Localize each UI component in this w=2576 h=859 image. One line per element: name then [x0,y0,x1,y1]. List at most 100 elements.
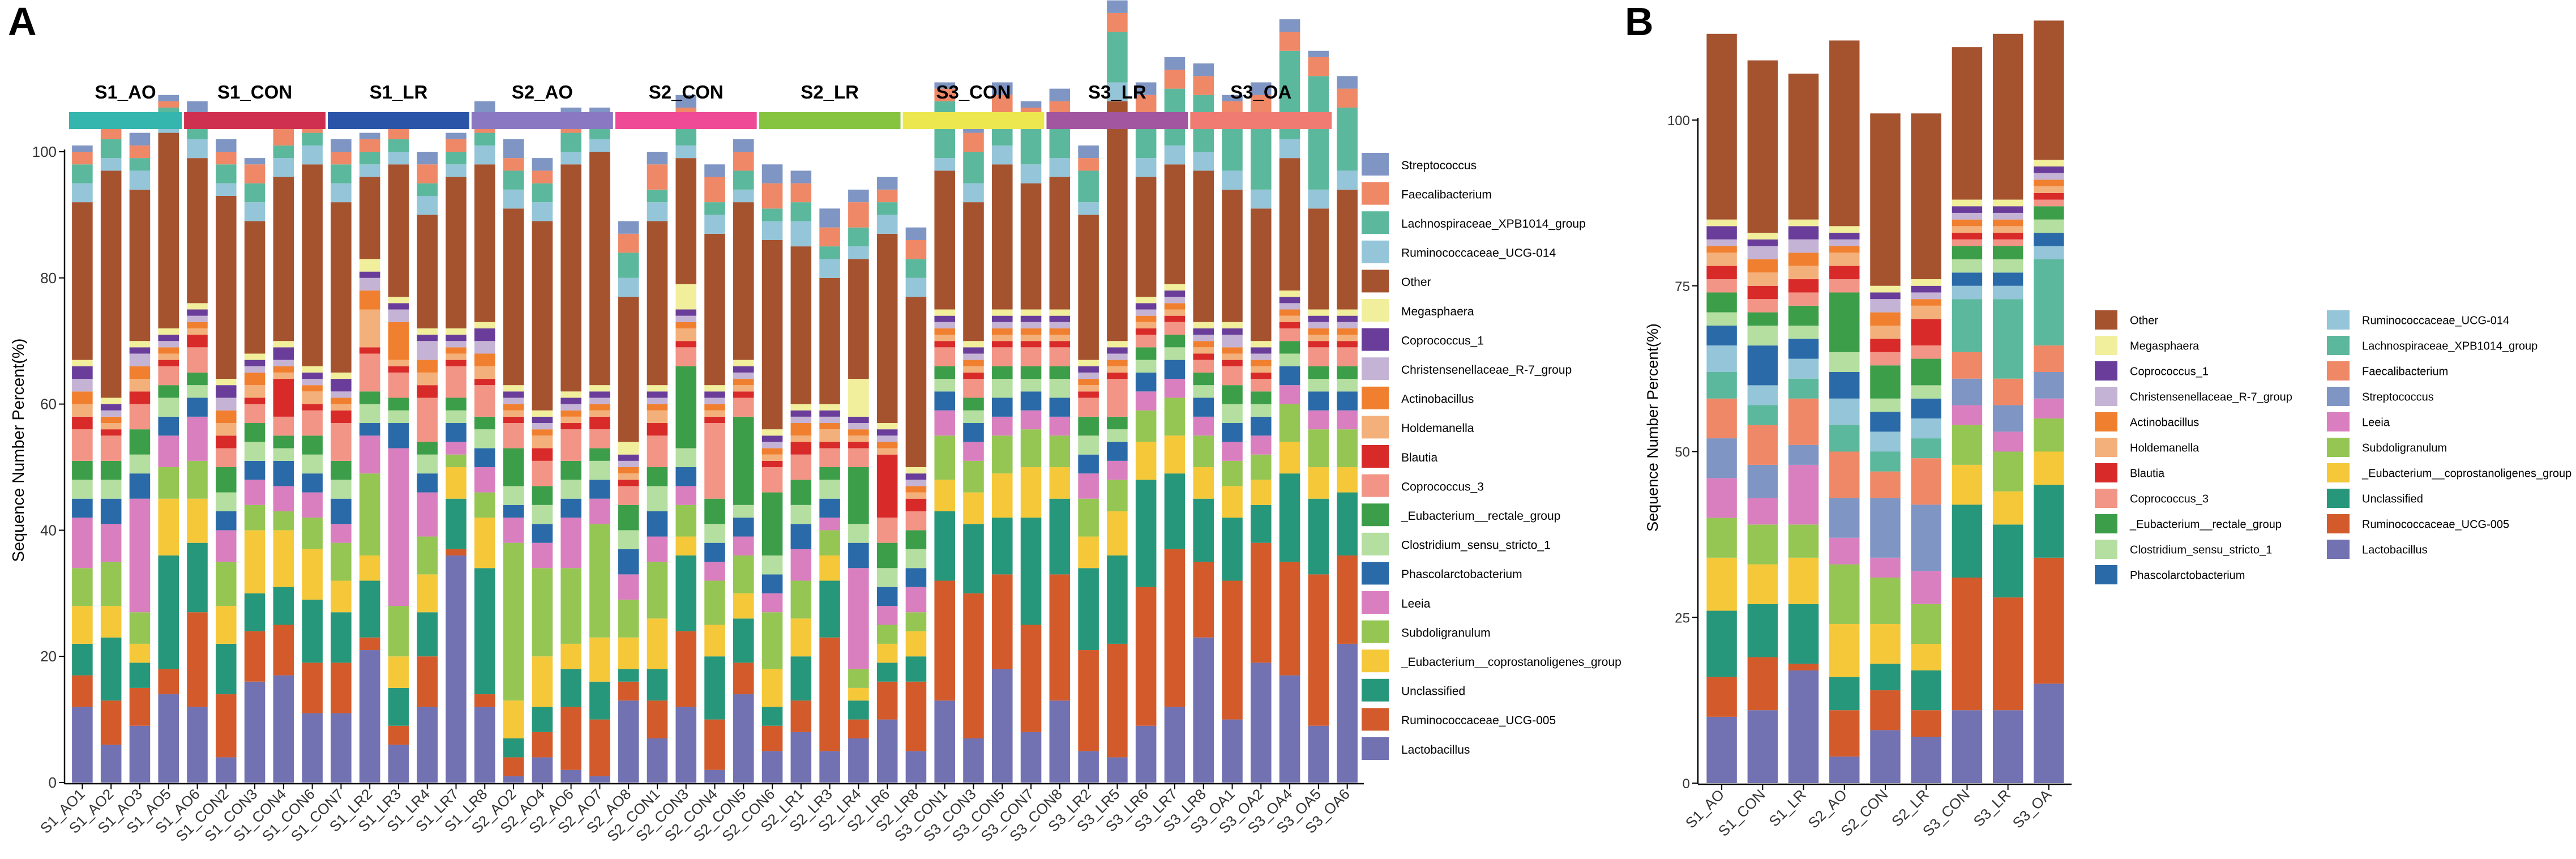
bar-segment-other [244,221,266,354]
bar-segment-eubacterium-rectale-group [244,423,266,442]
legend-label: Lactobacillus [1401,743,1470,757]
bar-segment-phascolarctobacterium [1020,391,1042,411]
bar-segment-clostridium-sensu-stricto-1 [1020,379,1042,392]
bar-segment-megasphaera [1788,219,1819,226]
bar-segment-megasphaera [474,322,495,328]
bar-segment-christensenellaceae-r-7-group [934,322,956,328]
bar-segment-coprococcus-3 [100,435,122,461]
bar-segment-blautia [905,498,927,511]
bar-segment-blautia [417,385,438,398]
bar-segment-leeia [733,536,754,555]
legend-swatch-clostridium-sensu-stricto-1 [1362,532,1389,555]
bar-segment-holdemanella [1193,347,1214,354]
bar-segment-eubacterium-coprostanoligenes-group [388,656,409,688]
bar-segment-megasphaera [187,303,208,310]
legend-label: Leeia [2362,416,2390,429]
bar-segment-eubacterium-coprostanoligenes-group [1952,464,1983,505]
bar-segment-coprococcus-1 [2034,166,2064,173]
bar-segment-eubacterium-rectale-group [1870,365,1901,399]
bar-segment-holdemanella [876,448,898,455]
bar-segment-streptococcus [359,133,380,139]
bar-segment-leeia [331,524,352,543]
bar-segment-eubacterium-coprostanoligenes-group [503,700,524,739]
bar-segment-leeia [589,498,610,524]
bar-segment-eubacterium-rectale-group [302,435,323,455]
legend-label: Coprococcus_3 [2130,493,2209,505]
bar-segment-unclassified [1308,498,1329,575]
bar-segment-faecalibacterium [244,164,266,183]
bar-segment-subdoligranulum [618,599,639,638]
bar-segment-blautia [2034,193,2064,200]
bar-segment-actinobacillus [244,372,266,386]
bar-segment-other [819,277,840,404]
bar-segment-eubacterium-rectale-group [1250,391,1272,404]
bar-segment-actinobacillus [675,322,697,328]
bar-segment-leeia [2034,398,2064,418]
bar-segment-subdoligranulum [331,542,352,581]
bar-segment-streptococcus [1911,505,1941,571]
legend-label: Other [2130,314,2158,327]
bar-segment-ruminococcaceae-ucg-014 [129,170,151,190]
group-color-band [471,112,613,129]
bar-segment-megasphaera [848,379,869,417]
bar-segment-lachnospiraceae-xpb1014-group [675,126,697,146]
bar-segment-eubacterium-coprostanoligenes-group [1279,442,1300,474]
bar-segment-other [532,221,553,411]
bar-segment-phascolarctobacterium [819,498,840,518]
bar-segment-coprococcus-3 [1107,379,1128,417]
bar-segment-coprococcus-3 [215,448,237,467]
bar-segment-phascolarctobacterium [1135,372,1157,392]
legend-label: Lachnospiraceae_XPB1014_group [2362,340,2538,352]
bar-segment-phascolarctobacterium [1107,442,1128,461]
bar-segment-blautia [1135,328,1157,335]
bar-segment-clostridium-sensu-stricto-1 [72,480,93,499]
bar-segment-coprococcus-3 [72,429,93,461]
bar-segment-leeia [1279,385,1300,404]
bar-segment-coprococcus-3 [1308,347,1329,366]
bar-segment-ruminococcaceae-ucg-005 [876,681,898,720]
bar-segment-coprococcus-3 [2034,199,2064,207]
bar-segment-leeia [905,587,927,613]
bar-segment-lactobacillus [1193,637,1214,783]
bar-segment-subdoligranulum [532,568,553,657]
bar-segment-clostridium-sensu-stricto-1 [532,505,553,524]
bar-segment-phascolarctobacterium [72,498,93,518]
bar-segment-coprococcus-1 [819,410,840,417]
bar-segment-clostridium-sensu-stricto-1 [273,448,294,461]
bar-segment-coprococcus-1 [704,391,725,398]
bar-segment-ruminococcaceae-ucg-014 [733,189,754,203]
bar-segment-holdemanella [560,416,581,424]
legend-label: Megasphaera [1401,305,1474,318]
bar-segment-lactobacillus [761,751,783,783]
bar-segment-phascolarctobacterium [1193,398,1214,417]
bar-segment-blautia [1107,372,1128,379]
bar-segment-streptococcus [704,164,725,177]
bar-segment-leeia [934,410,956,436]
bar-segment-coprococcus-1 [1911,285,1941,293]
legend-label: _Eubacterium__coprostanoligenes_group [1401,656,1621,669]
bar-segment-christensenellaceae-r-7-group [819,416,840,424]
bar-segment-subdoligranulum [675,505,697,537]
bar-segment-other [1193,170,1214,322]
legend-swatch-eubacterium-coprostanoligenes-group [2327,463,2350,482]
bar-segment-subdoligranulum [2034,418,2064,452]
bar-segment-christensenellaceae-r-7-group [446,341,467,348]
bar-segment-unclassified [273,587,294,625]
bar-segment-clostridium-sensu-stricto-1 [215,492,237,511]
bar-segment-phascolarctobacterium [1337,391,1358,411]
bar-segment-holdemanella [446,353,467,360]
bar-segment-lactobacillus [647,738,668,783]
bar-segment-streptococcus [417,152,438,165]
bar-segment-phascolarctobacterium [187,398,208,417]
bar-segment-holdemanella [819,429,840,442]
legend-swatch-megasphaera [1362,299,1389,322]
bar-segment-eubacterium-coprostanoligenes-group [1992,491,2023,525]
bar-segment-eubacterium-rectale-group [1788,305,1819,326]
bar-segment-blautia [1308,341,1329,348]
bar-segment-ruminococcaceae-ucg-014 [1135,158,1157,177]
bar-segment-blautia [1337,341,1358,348]
bar-segment-eubacterium-rectale-group [1747,312,1778,326]
bar-segment-unclassified [1952,505,1983,578]
bar-segment-eubacterium-coprostanoligenes-group [704,625,725,657]
bar-segment-phascolarctobacterium [1164,360,1186,379]
